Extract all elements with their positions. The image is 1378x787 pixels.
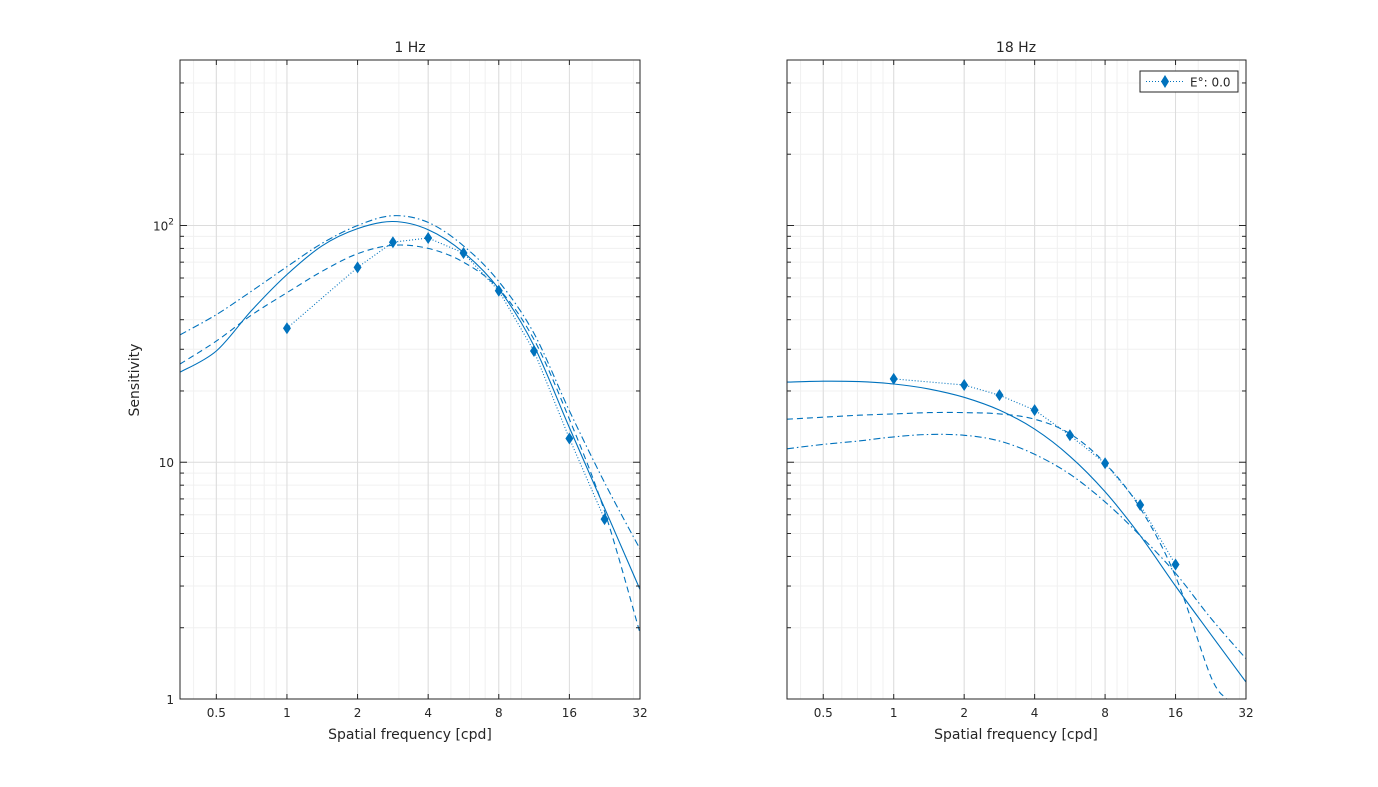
x-tick-label: 32: [1238, 706, 1253, 720]
data-point-diamond: [1171, 558, 1180, 571]
data-point-diamond: [1136, 498, 1145, 511]
data-point-diamond: [282, 322, 291, 335]
series-clip: [787, 378, 1246, 699]
data-point-diamond: [494, 284, 503, 297]
x-tick-label: 2: [354, 706, 362, 720]
x-tick-label: 0.5: [207, 706, 226, 720]
data-point-diamond: [388, 236, 397, 249]
series-line-dashed: [180, 244, 640, 634]
y-axis-label: Sensitivity: [127, 344, 143, 417]
data-point-diamond: [1065, 429, 1074, 442]
plot-area: [787, 60, 1246, 699]
x-tick-label: 1: [890, 706, 898, 720]
x-axis-label: Spatial frequency [cpd]: [328, 727, 492, 743]
series-line-dotted-diamond: [893, 378, 1176, 565]
data-point-diamond: [889, 372, 898, 385]
ticks: 0.5 1 2 4 8 16 32: [787, 60, 1254, 720]
legend-label: E°: 0.0: [1190, 76, 1231, 90]
data-point-diamond: [995, 389, 1004, 402]
data-point-diamond: [459, 247, 468, 260]
y-tick-label: 10: [159, 456, 174, 470]
x-axis-label: Spatial frequency [cpd]: [934, 727, 1098, 743]
x-tick-label: 32: [632, 706, 647, 720]
legend: E°: 0.0: [1139, 70, 1239, 93]
x-tick-label: 8: [1101, 706, 1109, 720]
data-point-diamond: [600, 513, 609, 526]
series-group: [180, 215, 640, 634]
panel-1hz: 0.5 1 2 4 8 16 32 1 10 102 1 Hz Spatial frequency…: [127, 40, 648, 743]
grid: [180, 60, 641, 700]
x-tick-label: 4: [424, 706, 432, 720]
series-line-solid: [787, 380, 1246, 683]
series-group: [787, 372, 1246, 699]
x-tick-label: 2: [960, 706, 968, 720]
chart-title: 18 Hz: [996, 40, 1036, 56]
series-line-solid: [180, 220, 640, 590]
data-point-diamond: [353, 261, 362, 274]
x-tick-label: 1: [283, 706, 291, 720]
y-tick-label: 1: [166, 693, 174, 707]
y-tick-label: 102: [153, 217, 174, 233]
axes-box: [179, 59, 641, 700]
ticks: 0.5 1 2 4 8 16 32 1 10 102: [153, 60, 648, 720]
series-line-dashdot: [180, 215, 640, 550]
data-point-diamond: [1101, 457, 1110, 470]
data-point-diamond: [529, 345, 538, 358]
data-point-diamond: [1030, 404, 1039, 417]
data-point-diamond: [424, 232, 433, 245]
chart-title: 1 Hz: [394, 40, 425, 56]
data-point-diamond: [565, 432, 574, 445]
axes-box: [786, 59, 1247, 700]
x-tick-label: 16: [562, 706, 577, 720]
plot-area: [180, 60, 640, 699]
x-tick-label: 16: [1168, 706, 1183, 720]
x-tick-label: 8: [495, 706, 503, 720]
series-line-dashdot: [787, 433, 1246, 660]
legend-marker-diamond: [1161, 75, 1169, 88]
x-tick-label: 4: [1031, 706, 1039, 720]
x-tick-label: 0.5: [814, 706, 833, 720]
panel-18hz: 0.5 1 2 4 8 16 32 18 Hz Spatial frequency [cpd…: [786, 40, 1254, 743]
data-point-diamond: [960, 378, 969, 391]
